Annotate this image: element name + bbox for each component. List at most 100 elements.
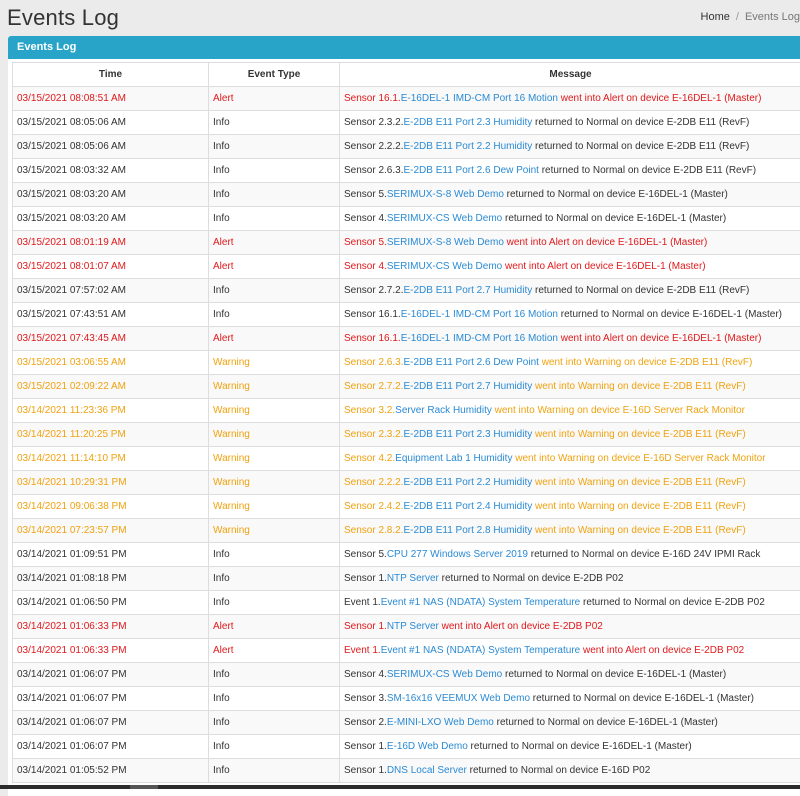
sensor-link[interactable]: SERIMUX-S-8 Web Demo xyxy=(387,189,504,200)
message-suffix: returned to Normal on device E-16DEL-1 (… xyxy=(502,669,726,680)
column-header-event-type[interactable]: Event Type xyxy=(209,63,340,87)
sensor-link[interactable]: E-2DB E11 Port 2.4 Humidity xyxy=(403,501,532,512)
sensor-link[interactable]: E-16D Web Demo xyxy=(387,741,468,752)
sensor-link[interactable]: SERIMUX-CS Web Demo xyxy=(387,213,502,224)
sensor-link[interactable]: NTP Server xyxy=(387,573,439,584)
message-prefix: Sensor 4. xyxy=(344,213,387,224)
sensor-link[interactable]: Server Rack Humidity xyxy=(395,405,492,416)
horizontal-scrollbar[interactable] xyxy=(0,785,800,789)
sensor-link[interactable]: E-16DEL-1 IMD-CM Port 16 Motion xyxy=(401,93,558,104)
sensor-link[interactable]: SERIMUX-S-8 Web Demo xyxy=(387,237,504,248)
cell-message: Sensor 5.SERIMUX-S-8 Web Demo returned t… xyxy=(340,183,800,207)
message-suffix: returned to Normal on device E-16DEL-1 (… xyxy=(494,717,718,728)
message-prefix: Sensor 2.2.2. xyxy=(344,141,403,152)
message-suffix: went into Warning on device E-2DB E11 (R… xyxy=(539,357,752,368)
cell-time: 03/14/2021 01:06:33 PM xyxy=(13,615,209,639)
message-suffix: went into Warning on device E-2DB E11 (R… xyxy=(532,477,745,488)
cell-message: Sensor 2.3.2.E-2DB E11 Port 2.3 Humidity… xyxy=(340,111,800,135)
message-suffix: returned to Normal on device E-16DEL-1 (… xyxy=(504,189,728,200)
message-suffix: went into Alert on device E-16DEL-1 (Mas… xyxy=(504,237,707,248)
cell-message: Sensor 1.NTP Server returned to Normal o… xyxy=(340,567,800,591)
cell-message: Sensor 2.7.2.E-2DB E11 Port 2.7 Humidity… xyxy=(340,279,800,303)
cell-message: Sensor 3.SM-16x16 VEEMUX Web Demo return… xyxy=(340,687,800,711)
message-suffix: went into Warning on device E-2DB E11 (R… xyxy=(532,381,745,392)
message-prefix: Sensor 5. xyxy=(344,237,387,248)
cell-message: Event 1.Event #1 NAS (NDATA) System Temp… xyxy=(340,639,800,663)
message-suffix: went into Warning on device E-16D Server… xyxy=(512,453,765,464)
cell-message: Sensor 1.DNS Local Server returned to No… xyxy=(340,759,800,783)
column-header-time[interactable]: Time xyxy=(13,63,209,87)
scrollbar-thumb[interactable] xyxy=(130,785,158,789)
breadcrumb-current: Events Log xyxy=(745,11,800,23)
sensor-link[interactable]: Event #1 NAS (NDATA) System Temperature xyxy=(381,597,581,608)
breadcrumb-separator: / xyxy=(736,11,739,23)
cell-event-type: Warning xyxy=(209,495,340,519)
sensor-link[interactable]: SERIMUX-CS Web Demo xyxy=(387,261,502,272)
cell-message: Sensor 4.SERIMUX-CS Web Demo returned to… xyxy=(340,207,800,231)
cell-time: 03/14/2021 11:14:10 PM xyxy=(13,447,209,471)
cell-time: 03/15/2021 07:57:02 AM xyxy=(13,279,209,303)
sensor-link[interactable]: E-2DB E11 Port 2.2 Humidity xyxy=(403,477,532,488)
sensor-link[interactable]: SERIMUX-CS Web Demo xyxy=(387,669,502,680)
sensor-link[interactable]: E-2DB E11 Port 2.7 Humidity xyxy=(403,381,532,392)
cell-message: Sensor 2.E-MINI-LXO Web Demo returned to… xyxy=(340,711,800,735)
cell-time: 03/15/2021 08:05:06 AM xyxy=(13,135,209,159)
sensor-link[interactable]: DNS Local Server xyxy=(387,765,467,776)
cell-time: 03/14/2021 01:08:18 PM xyxy=(13,567,209,591)
cell-time: 03/15/2021 02:09:22 AM xyxy=(13,375,209,399)
cell-message: Sensor 16.1.E-16DEL-1 IMD-CM Port 16 Mot… xyxy=(340,87,800,111)
cell-event-type: Info xyxy=(209,159,340,183)
sensor-link[interactable]: CPU 277 Windows Server 2019 xyxy=(387,549,528,560)
table-header-row: Time Event Type Message xyxy=(13,63,800,87)
sensor-link[interactable]: E-2DB E11 Port 2.7 Humidity xyxy=(403,285,532,296)
sensor-link[interactable]: E-16DEL-1 IMD-CM Port 16 Motion xyxy=(401,309,558,320)
cell-event-type: Info xyxy=(209,543,340,567)
cell-time: 03/15/2021 07:43:51 AM xyxy=(13,303,209,327)
cell-message: Sensor 1.E-16D Web Demo returned to Norm… xyxy=(340,735,800,759)
cell-message: Sensor 2.6.3.E-2DB E11 Port 2.6 Dew Poin… xyxy=(340,159,800,183)
sensor-link[interactable]: E-16DEL-1 IMD-CM Port 16 Motion xyxy=(401,333,558,344)
cell-time: 03/15/2021 07:43:45 AM xyxy=(13,327,209,351)
cell-event-type: Alert xyxy=(209,615,340,639)
sensor-link[interactable]: E-MINI-LXO Web Demo xyxy=(387,717,494,728)
sensor-link[interactable]: E-2DB E11 Port 2.2 Humidity xyxy=(403,141,532,152)
message-suffix: went into Warning on device E-16D Server… xyxy=(492,405,745,416)
breadcrumb-home-link[interactable]: Home xyxy=(701,11,730,23)
events-table-container[interactable]: Time Event Type Message 03/15/2021 08:08… xyxy=(12,62,800,796)
sensor-link[interactable]: E-2DB E11 Port 2.3 Humidity xyxy=(403,429,532,440)
sensor-link[interactable]: E-2DB E11 Port 2.8 Humidity xyxy=(403,525,532,536)
cell-time: 03/14/2021 01:06:33 PM xyxy=(13,639,209,663)
cell-time: 03/15/2021 03:06:55 AM xyxy=(13,351,209,375)
message-prefix: Sensor 2. xyxy=(344,717,387,728)
cell-event-type: Info xyxy=(209,735,340,759)
sensor-link[interactable]: E-2DB E11 Port 2.6 Dew Point xyxy=(403,357,538,368)
cell-time: 03/14/2021 01:06:07 PM xyxy=(13,663,209,687)
sensor-link[interactable]: SM-16x16 VEEMUX Web Demo xyxy=(387,693,530,704)
message-prefix: Sensor 16.1. xyxy=(344,333,401,344)
sensor-link[interactable]: NTP Server xyxy=(387,621,439,632)
column-header-message[interactable]: Message xyxy=(340,63,800,87)
sensor-link[interactable]: Event #1 NAS (NDATA) System Temperature xyxy=(381,645,581,656)
cell-event-type: Info xyxy=(209,759,340,783)
sensor-link[interactable]: Equipment Lab 1 Humidity xyxy=(395,453,512,464)
message-prefix: Sensor 5. xyxy=(344,189,387,200)
message-suffix: returned to Normal on device E-2DB P02 xyxy=(580,597,765,608)
cell-message: Sensor 2.3.2.E-2DB E11 Port 2.3 Humidity… xyxy=(340,423,800,447)
sensor-link[interactable]: E-2DB E11 Port 2.3 Humidity xyxy=(403,117,532,128)
cell-event-type: Warning xyxy=(209,471,340,495)
cell-event-type: Alert xyxy=(209,327,340,351)
sensor-link[interactable]: E-2DB E11 Port 2.6 Dew Point xyxy=(403,165,538,176)
message-prefix: Sensor 4. xyxy=(344,261,387,272)
